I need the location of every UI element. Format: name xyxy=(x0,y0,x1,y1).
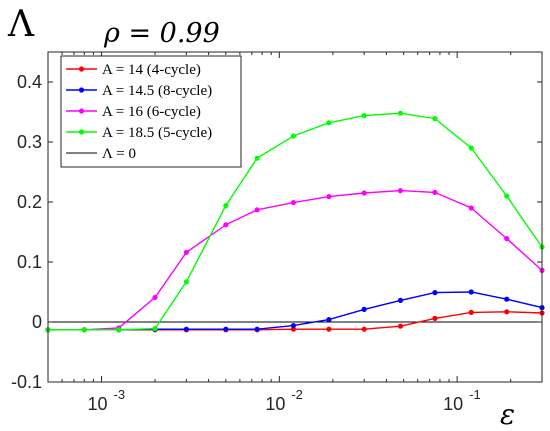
series-3-point-9 xyxy=(326,194,332,200)
series-4-point-13 xyxy=(468,145,474,151)
series-1-point-13 xyxy=(468,309,474,315)
series-2-point-5 xyxy=(183,326,189,332)
axes: -0.1 0 0.1 0.2 0.3 0.4 10 -3 10 -2 10 -1 xyxy=(11,51,543,414)
series-2-point-11 xyxy=(397,297,404,303)
x-tick-label-exponent: -2 xyxy=(291,387,303,402)
y-tick-label: 0.3 xyxy=(17,132,42,152)
series-4-point-6 xyxy=(223,203,229,209)
series-3-point-4 xyxy=(152,294,158,300)
legend-label-4: A = 18.5 (5-cycle) xyxy=(102,125,212,141)
series-4-point-4 xyxy=(152,326,158,332)
series-3-point-13 xyxy=(468,205,474,211)
series-3-point-8 xyxy=(290,200,297,206)
series-1-point-9 xyxy=(326,326,332,332)
legend-label-5: Λ = 0 xyxy=(102,146,136,162)
series-3-point-14 xyxy=(504,236,510,242)
legend: A = 14 (4-cycle) A = 14.5 (8-cycle) A = 16… xyxy=(60,55,242,168)
legend-marker-4 xyxy=(78,129,85,135)
legend-label-1: A = 14 (4-cycle) xyxy=(102,62,201,78)
series-2-point-14 xyxy=(504,296,510,302)
series-3-point-7 xyxy=(254,207,260,213)
x-axis-label: ε xyxy=(500,398,515,431)
series-4-point-8 xyxy=(290,133,297,139)
y-axis-label: Λ xyxy=(7,4,35,45)
x-tick-label: 10 xyxy=(88,394,108,414)
series-4-point-5 xyxy=(183,279,189,285)
series-4-point-3 xyxy=(116,327,122,333)
series-4-point-10 xyxy=(361,113,367,119)
series-4-point-14 xyxy=(504,193,510,199)
series-2-point-12 xyxy=(432,290,438,296)
x-tick-label: 10 xyxy=(265,394,285,414)
legend-marker-3 xyxy=(78,108,85,114)
y-tick-label: -0.1 xyxy=(11,372,42,392)
series-3-point-12 xyxy=(432,189,438,195)
series-4-point-11 xyxy=(397,110,404,116)
series-2-point-6 xyxy=(223,326,229,332)
legend-label-2: A = 14.5 (8-cycle) xyxy=(102,83,212,99)
y-tick-label: 0.1 xyxy=(17,252,42,272)
x-tick-label: 10 xyxy=(443,394,463,414)
series-2-point-9 xyxy=(326,317,332,323)
series-1-point-14 xyxy=(504,309,510,315)
y-tick-label: 0 xyxy=(32,312,42,332)
series-2-point-7 xyxy=(254,326,260,332)
series-4-point-7 xyxy=(254,155,260,161)
series-4-point-2 xyxy=(81,327,87,333)
y-tick-label: 0.4 xyxy=(17,72,42,92)
legend-marker-1 xyxy=(78,66,85,72)
series-3-point-5 xyxy=(183,249,189,255)
series-1-point-11 xyxy=(397,323,404,329)
series-4-point-12 xyxy=(432,116,438,122)
series-1-point-10 xyxy=(361,326,367,332)
legend-marker-2 xyxy=(78,87,85,93)
plot-area xyxy=(45,110,545,333)
plot-frame xyxy=(47,51,543,383)
chart-title: ρ = 0.99 xyxy=(103,18,220,49)
x-tick-label-exponent: -1 xyxy=(469,387,481,402)
series-2-point-8 xyxy=(290,323,297,329)
x-tick-label-exponent: -3 xyxy=(114,387,126,402)
series-2-point-10 xyxy=(361,306,367,312)
series-4-point-9 xyxy=(326,120,332,126)
legend-label-3: A = 16 (6-cycle) xyxy=(102,104,201,120)
y-tick-label: 0.2 xyxy=(17,192,42,212)
series-1-point-8 xyxy=(290,326,297,332)
series-3-point-11 xyxy=(397,188,404,194)
series-3-point-10 xyxy=(361,190,367,196)
series-1-point-12 xyxy=(432,315,438,321)
series-3-point-6 xyxy=(223,222,229,228)
series-2-point-13 xyxy=(468,289,474,295)
